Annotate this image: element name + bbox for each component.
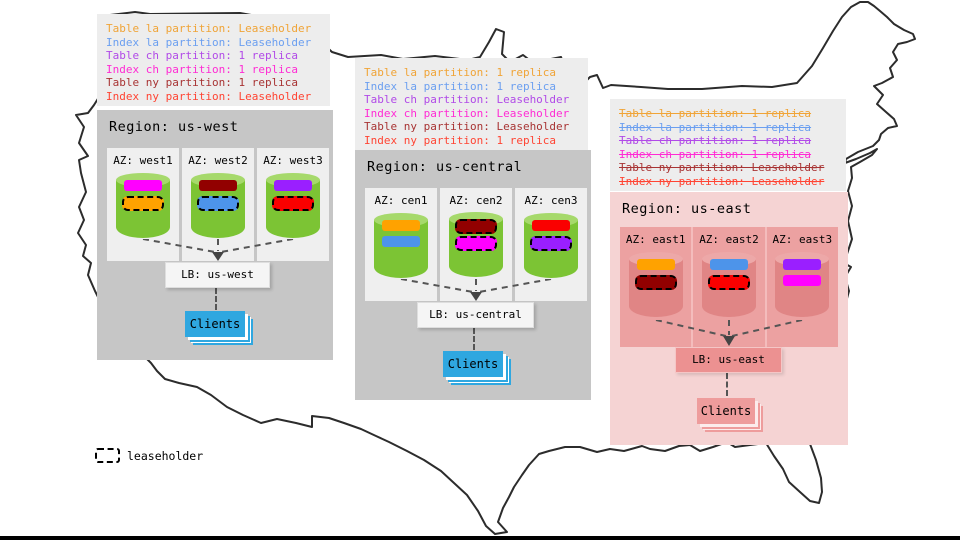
bottom-edge-bar: [0, 536, 960, 540]
az-label: AZ: west3: [263, 154, 323, 167]
partition-bar: [272, 196, 314, 211]
az-card-west3: AZ: west3: [257, 148, 329, 261]
az-card-west2: AZ: west2: [182, 148, 254, 261]
partition-note: Index ny partition: Leaseholder: [619, 174, 825, 188]
partition-note: Index la partition: 1 replica: [364, 79, 557, 93]
legend-label: leaseholder: [127, 448, 204, 463]
partition-bar: [783, 259, 822, 270]
partition-note: Index ch partition: 1 replica: [106, 62, 299, 76]
az-row: AZ: west1 AZ: west2 AZ: west3: [107, 148, 329, 261]
lb-box-us-central: LB: us-central: [417, 302, 534, 328]
partition-bar: [636, 259, 675, 270]
az-label: AZ: east3: [772, 233, 833, 246]
partition-bar: [530, 236, 572, 251]
partition-note: Index ch partition: 1 replica: [619, 147, 812, 161]
partition-bar: [382, 236, 420, 247]
partition-bar: [455, 236, 497, 251]
partition-note: Table ny partition: 1 replica: [106, 76, 299, 89]
partition-bar: [197, 196, 239, 211]
partition-notes-us-west: Table la partition: Leaseholder Index la…: [97, 14, 330, 106]
database-cylinder: [191, 173, 245, 238]
az-label: AZ: west2: [188, 154, 248, 167]
partition-note: Index la partition: Leaseholder: [106, 35, 312, 49]
partition-notes-us-central: Table la partition: 1 replica Index la p…: [355, 58, 588, 150]
lb-to-clients-link: [215, 288, 217, 310]
clients-box-us-central: Clients: [443, 351, 503, 377]
az-label: AZ: cen3: [524, 194, 578, 207]
az-block: AZ: east1 AZ: east2 AZ: east3: [620, 227, 838, 347]
az-label: AZ: west1: [113, 154, 173, 167]
database-cylinder: [628, 252, 683, 317]
partition-bar: [382, 220, 420, 231]
partition-note: Table la partition: 1 replica: [619, 107, 812, 120]
region-title: Region: us-west: [109, 119, 239, 135]
partition-bar: [634, 275, 677, 290]
database-cylinder: [374, 213, 428, 278]
database-cylinder: [449, 212, 503, 277]
region-panel-us-east: Region: us-east AZ: east1 AZ: east2 AZ: …: [610, 192, 848, 445]
az-card-east2: AZ: east2: [693, 227, 767, 347]
partition-note: Table la partition: Leaseholder: [106, 22, 312, 35]
partition-bar: [122, 196, 164, 211]
region-title: Region: us-central: [367, 159, 523, 175]
replica-connector-lines: [400, 279, 552, 301]
partition-bar: [532, 220, 570, 231]
leaseholder-swatch-icon: [95, 448, 120, 463]
partition-note: Index ny partition: 1 replica: [364, 133, 557, 147]
partition-bar: [783, 275, 822, 286]
database-cylinder: [701, 252, 756, 317]
az-card-east3: AZ: east3: [767, 227, 838, 347]
region-title: Region: us-east: [622, 201, 752, 217]
az-label: AZ: east1: [625, 233, 686, 246]
database-cylinder: [524, 213, 578, 278]
lb-box-us-east: LB: us-east: [675, 347, 782, 373]
partition-bar: [709, 259, 748, 270]
az-label: AZ: cen2: [449, 194, 503, 207]
partition-bar: [199, 180, 237, 191]
partition-note: Table ny partition: Leaseholder: [619, 161, 825, 174]
lb-box-us-west: LB: us-west: [165, 262, 270, 288]
az-card-east1: AZ: east1: [620, 227, 694, 347]
partition-bar: [274, 180, 312, 191]
lb-to-clients-link: [473, 328, 475, 350]
database-cylinder: [116, 173, 170, 238]
partition-bar: [707, 275, 750, 290]
az-card-cen2: AZ: cen2: [440, 188, 512, 301]
az-card-cen1: AZ: cen1: [365, 188, 437, 301]
partition-note: Table ch partition: 1 replica: [619, 134, 812, 147]
clients-box-us-east: Clients: [697, 398, 755, 424]
region-panel-us-central: Region: us-central AZ: cen1 AZ: cen2 AZ:…: [355, 150, 591, 400]
partition-note: Index ny partition: Leaseholder: [106, 89, 312, 103]
partition-note: Index la partition: 1 replica: [619, 120, 812, 134]
replica-connector-lines: [655, 320, 803, 346]
clients-box-us-west: Clients: [185, 311, 245, 337]
lb-to-clients-link: [726, 373, 728, 396]
partition-note: Table ch partition: Leaseholder: [364, 93, 570, 106]
partition-bar: [455, 219, 497, 234]
partition-note: Table ch partition: 1 replica: [106, 49, 299, 62]
partition-note: Table la partition: 1 replica: [364, 66, 557, 79]
partition-bar: [124, 180, 162, 191]
az-label: AZ: east2: [699, 233, 759, 246]
partition-note: Index ch partition: Leaseholder: [364, 106, 570, 120]
replica-connector-lines: [142, 239, 294, 261]
database-cylinder: [775, 252, 830, 317]
az-card-west1: AZ: west1: [107, 148, 179, 261]
region-panel-us-west: Region: us-west AZ: west1 AZ: west2 AZ: …: [97, 110, 333, 360]
az-card-cen3: AZ: cen3: [515, 188, 587, 301]
legend: leaseholder: [95, 448, 203, 463]
az-label: AZ: cen1: [374, 194, 428, 207]
partition-notes-us-east: Table la partition: 1 replica Index la p…: [610, 99, 846, 191]
partition-note: Table ny partition: Leaseholder: [364, 120, 570, 133]
database-cylinder: [266, 173, 320, 238]
az-row: AZ: cen1 AZ: cen2 AZ: cen3: [365, 188, 587, 301]
